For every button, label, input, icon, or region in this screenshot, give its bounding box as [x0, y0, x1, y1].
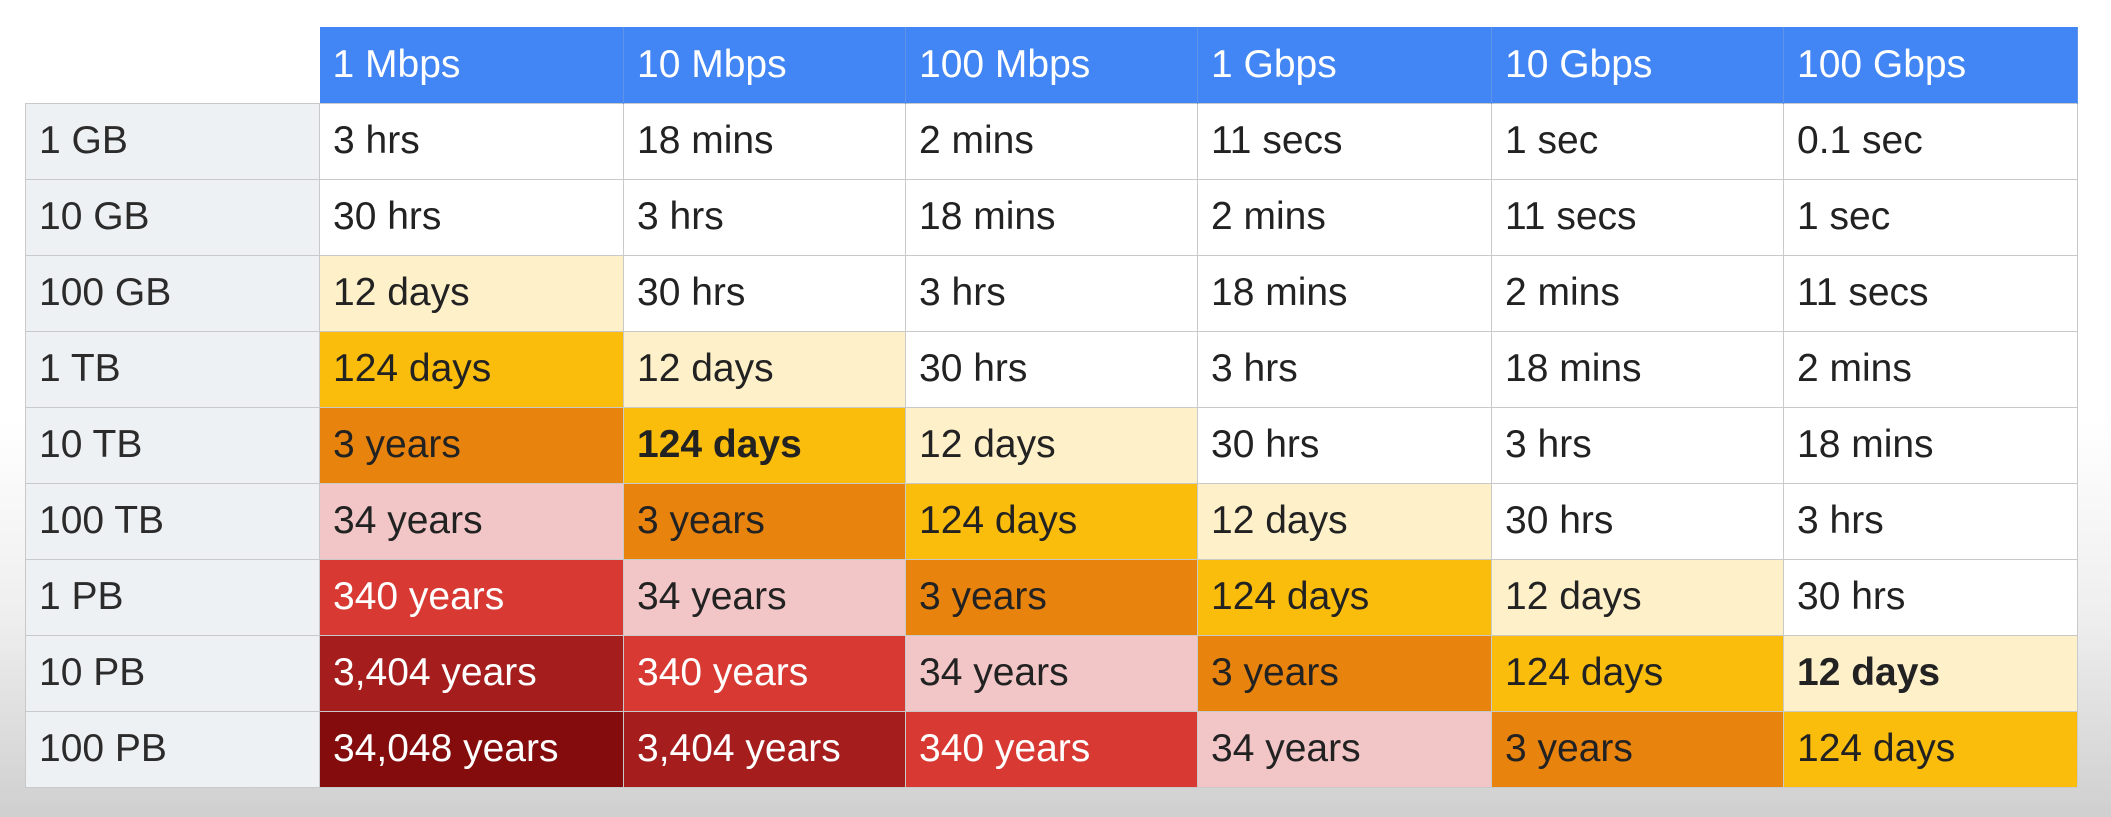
table-cell: 3 hrs	[1491, 406, 1784, 484]
table-cell: 34 years	[623, 558, 906, 636]
table-cell: 2 mins	[1783, 330, 2078, 408]
table-cell: 11 secs	[1491, 178, 1784, 256]
table-row: 1 PB 340 years 34 years 3 years 124 days 12 d…	[25, 558, 2078, 636]
table-header: 1 Mbps 10 Mbps 100 Mbps 1 Gbps 10 Gbps 100 Gb…	[26, 27, 2078, 103]
header-row: 1 Mbps 10 Mbps 100 Mbps 1 Gbps 10 Gbps 100 Gb…	[26, 27, 2078, 103]
row-header: 1 TB	[25, 330, 320, 408]
table-cell: 12 days	[1783, 634, 2078, 712]
column-header: 1 Gbps	[1197, 27, 1492, 103]
table-cell: 2 mins	[1491, 254, 1784, 332]
column-header: 1 Mbps	[319, 27, 624, 103]
table-cell: 3 hrs	[623, 178, 906, 256]
table-cell: 30 hrs	[1197, 406, 1492, 484]
table-cell: 18 mins	[623, 102, 906, 180]
table-cell: 3,404 years	[623, 710, 906, 788]
table-cell: 124 days	[905, 482, 1198, 560]
table-cell: 3 years	[623, 482, 906, 560]
table-cell: 3 years	[1197, 634, 1492, 712]
table-row: 100 GB 12 days 30 hrs 3 hrs 18 mins 2 mins 11 …	[25, 254, 2078, 332]
table-cell: 11 secs	[1197, 102, 1492, 180]
table-cell: 124 days	[1783, 710, 2078, 788]
table-cell: 1 sec	[1491, 102, 1784, 180]
row-header: 10 PB	[25, 634, 320, 712]
column-header: 10 Gbps	[1491, 27, 1784, 103]
table-row: 1 TB 124 days 12 days 30 hrs 3 hrs 18 mins 2 m…	[25, 330, 2078, 408]
table-cell: 124 days	[623, 406, 906, 484]
table-cell: 3 hrs	[319, 102, 624, 180]
table-cell: 18 mins	[905, 178, 1198, 256]
table-cell: 18 mins	[1783, 406, 2078, 484]
row-header: 10 TB	[25, 406, 320, 484]
table-cell: 1 sec	[1783, 178, 2078, 256]
table-cell: 34 years	[319, 482, 624, 560]
table-cell: 12 days	[1491, 558, 1784, 636]
table-cell: 12 days	[1197, 482, 1492, 560]
table-cell: 3 hrs	[1197, 330, 1492, 408]
table-cell: 340 years	[623, 634, 906, 712]
table-cell: 124 days	[1491, 634, 1784, 712]
column-header: 10 Mbps	[623, 27, 906, 103]
row-header: 10 GB	[25, 178, 320, 256]
column-header: 100 Gbps	[1783, 27, 2078, 103]
row-header: 1 GB	[25, 102, 320, 180]
table-cell: 3 years	[1491, 710, 1784, 788]
table-cell: 30 hrs	[905, 330, 1198, 408]
table-cell: 34,048 years	[319, 710, 624, 788]
table-cell: 30 hrs	[319, 178, 624, 256]
table-cell: 3 hrs	[1783, 482, 2078, 560]
table-cell: 2 mins	[1197, 178, 1492, 256]
table-cell: 124 days	[1197, 558, 1492, 636]
table-cell: 11 secs	[1783, 254, 2078, 332]
table-cell: 34 years	[1197, 710, 1492, 788]
table-cell: 30 hrs	[1491, 482, 1784, 560]
corner-cell	[26, 27, 320, 103]
table-cell: 3 hrs	[905, 254, 1198, 332]
table-row: 1 GB 3 hrs 18 mins 2 mins 11 secs 1 sec 0.1 se…	[25, 102, 2078, 180]
table-cell: 0.1 sec	[1783, 102, 2078, 180]
row-header: 100 TB	[25, 482, 320, 560]
table-cell: 18 mins	[1197, 254, 1492, 332]
table-row: 100 PB 34,048 years 3,404 years 340 years 34…	[25, 710, 2078, 788]
row-header: 1 PB	[25, 558, 320, 636]
table-row: 10 TB 3 years 124 days 12 days 30 hrs 3 hrs 18…	[25, 406, 2078, 484]
transfer-time-table: 1 Mbps 10 Mbps 100 Mbps 1 Gbps 10 Gbps 100 Gb…	[25, 27, 2078, 788]
row-header: 100 GB	[25, 254, 320, 332]
table-cell: 3 years	[319, 406, 624, 484]
table-cell: 12 days	[319, 254, 624, 332]
table-cell: 12 days	[905, 406, 1198, 484]
table-cell: 30 hrs	[623, 254, 906, 332]
table-row: 100 TB 34 years 3 years 124 days 12 days 30 h…	[25, 482, 2078, 560]
table-row: 10 PB 3,404 years 340 years 34 years 3 years…	[25, 634, 2078, 712]
table-cell: 124 days	[319, 330, 624, 408]
table-cell: 12 days	[623, 330, 906, 408]
table-cell: 18 mins	[1491, 330, 1784, 408]
table-cell: 340 years	[319, 558, 624, 636]
column-header: 100 Mbps	[905, 27, 1198, 103]
table-cell: 3,404 years	[319, 634, 624, 712]
row-header: 100 PB	[25, 710, 320, 788]
table-body: 1 GB 3 hrs 18 mins 2 mins 11 secs 1 sec 0.1 se…	[25, 102, 2078, 788]
table-cell: 34 years	[905, 634, 1198, 712]
table-cell: 340 years	[905, 710, 1198, 788]
table-cell: 2 mins	[905, 102, 1198, 180]
table-cell: 3 years	[905, 558, 1198, 636]
table-row: 10 GB 30 hrs 3 hrs 18 mins 2 mins 11 secs 1 se…	[25, 178, 2078, 256]
table-cell: 30 hrs	[1783, 558, 2078, 636]
